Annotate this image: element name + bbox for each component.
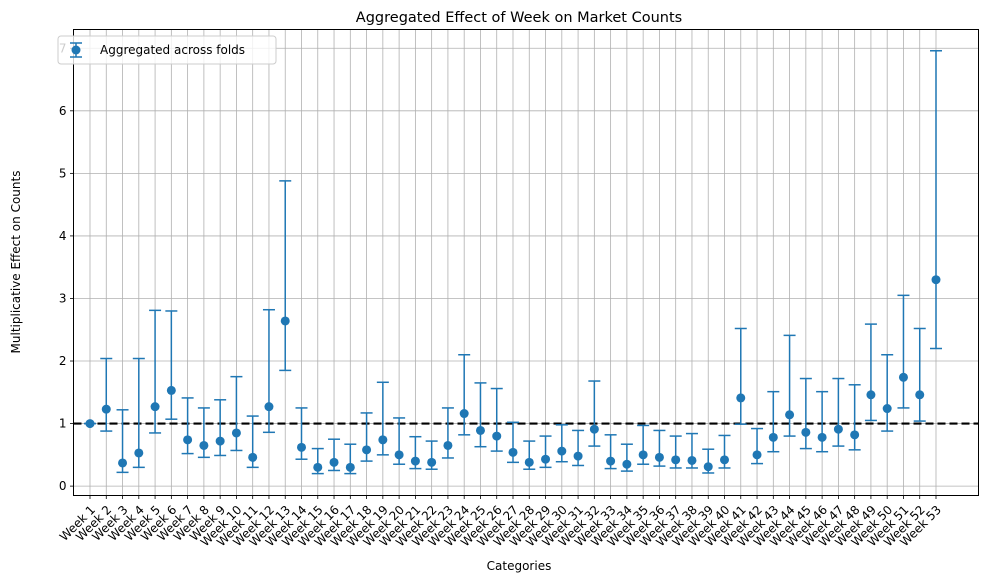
data-point xyxy=(801,427,811,437)
data-point xyxy=(720,455,729,465)
data-point xyxy=(492,431,502,441)
data-point xyxy=(850,430,860,440)
chart-title: Aggregated Effect of Week on Market Coun… xyxy=(356,10,682,26)
error-bars xyxy=(84,50,942,475)
legend-label: Aggregated across folds xyxy=(100,43,245,57)
data-point xyxy=(752,450,762,460)
y-axis-label: Multiplicative Effect on Counts xyxy=(9,171,23,354)
data-point xyxy=(329,457,339,467)
data-point xyxy=(622,459,632,469)
data-point xyxy=(183,435,193,445)
data-point xyxy=(85,419,95,429)
data-point xyxy=(394,450,404,460)
legend-marker xyxy=(71,45,81,55)
data-point xyxy=(150,402,160,412)
plot-frame xyxy=(73,29,979,496)
y-tick-label: 6 xyxy=(59,104,67,118)
data-point xyxy=(231,428,241,438)
data-point xyxy=(915,390,925,400)
data-point xyxy=(671,455,681,465)
data-point xyxy=(345,462,355,472)
data-point xyxy=(280,316,290,326)
data-point xyxy=(508,447,518,457)
data-point xyxy=(118,458,128,468)
data-point xyxy=(475,425,485,435)
data-point xyxy=(703,462,713,472)
y-tick-label: 0 xyxy=(59,479,67,493)
data-point xyxy=(264,402,274,412)
data-point xyxy=(362,445,372,455)
data-point xyxy=(736,393,746,403)
data-point xyxy=(817,432,827,442)
data-point xyxy=(541,454,551,464)
grid xyxy=(73,29,979,496)
y-axis-ticks: 01234567 xyxy=(59,41,74,493)
data-point xyxy=(378,435,388,445)
data-point xyxy=(410,456,420,466)
legend-box xyxy=(57,35,277,65)
data-point xyxy=(557,446,567,456)
data-point xyxy=(313,462,323,472)
legend: Aggregated across folds xyxy=(57,35,277,65)
data-point xyxy=(687,455,697,465)
data-point xyxy=(427,457,437,467)
y-tick-label: 2 xyxy=(59,354,67,368)
data-points xyxy=(85,275,941,472)
data-point xyxy=(898,372,908,382)
x-axis-label: Categories xyxy=(487,559,552,573)
data-point xyxy=(248,452,258,462)
y-tick-label: 4 xyxy=(59,229,67,243)
data-point xyxy=(785,410,795,420)
data-point xyxy=(866,390,876,400)
data-point xyxy=(215,436,225,446)
data-point xyxy=(931,275,941,285)
y-tick-label: 5 xyxy=(59,166,67,180)
y-tick-label: 3 xyxy=(59,291,67,305)
data-point xyxy=(654,452,664,462)
data-point xyxy=(768,432,778,442)
data-point xyxy=(199,440,209,450)
data-point xyxy=(134,448,144,458)
data-point xyxy=(459,409,469,419)
data-point xyxy=(638,450,648,460)
data-point xyxy=(443,440,453,450)
data-point xyxy=(524,457,534,467)
data-point xyxy=(573,451,583,461)
data-point xyxy=(833,424,843,434)
data-point xyxy=(589,424,599,434)
data-point xyxy=(606,456,616,466)
data-point xyxy=(882,404,892,414)
data-point xyxy=(166,385,176,395)
data-point xyxy=(297,442,306,452)
data-point xyxy=(101,404,111,414)
y-tick-label: 1 xyxy=(59,417,67,431)
